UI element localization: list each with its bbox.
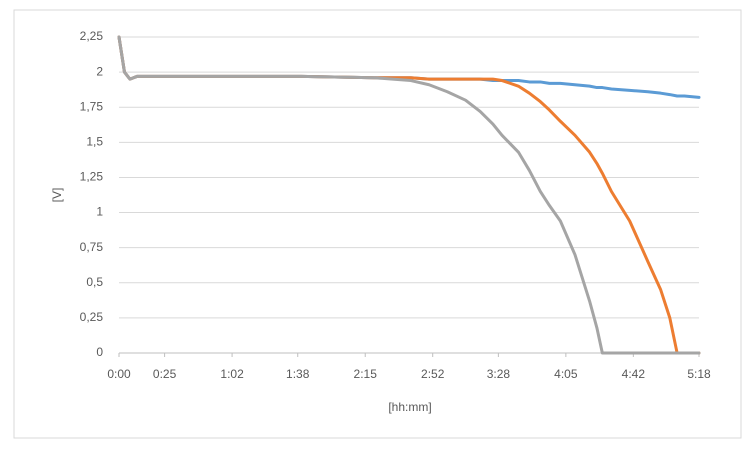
- x-tick-label: 0:25: [153, 367, 177, 381]
- y-tick-label: 1,75: [80, 99, 104, 113]
- y-tick-label: 0,5: [86, 275, 103, 289]
- series-line: [117, 35, 701, 355]
- y-tick-label: 2,25: [80, 29, 104, 43]
- x-tick-label: 1:38: [286, 367, 310, 381]
- x-tick-label: 4:05: [554, 367, 578, 381]
- x-tick-label: 3:28: [487, 367, 511, 381]
- x-tick-label: 2:15: [354, 367, 378, 381]
- chart-frame: [13, 9, 742, 439]
- y-axis-label: [V]: [50, 188, 64, 203]
- y-tick-label: 0: [96, 345, 103, 359]
- y-tick-label: 2: [96, 64, 103, 78]
- x-axis-label: [hh:mm]: [388, 400, 431, 414]
- x-tick-label: 2:52: [421, 367, 445, 381]
- y-tick-label: 1: [96, 205, 103, 219]
- x-tick-label: 5:18: [687, 367, 711, 381]
- y-tick-label: 1,5: [86, 135, 103, 149]
- y-tick-label: 1,25: [80, 170, 104, 184]
- x-tick-label: 1:02: [220, 367, 244, 381]
- x-tick-label: 4:42: [622, 367, 646, 381]
- y-tick-label: 0,75: [80, 240, 104, 254]
- x-tick-label: 0:00: [107, 367, 131, 381]
- y-tick-label: 0,25: [80, 310, 104, 324]
